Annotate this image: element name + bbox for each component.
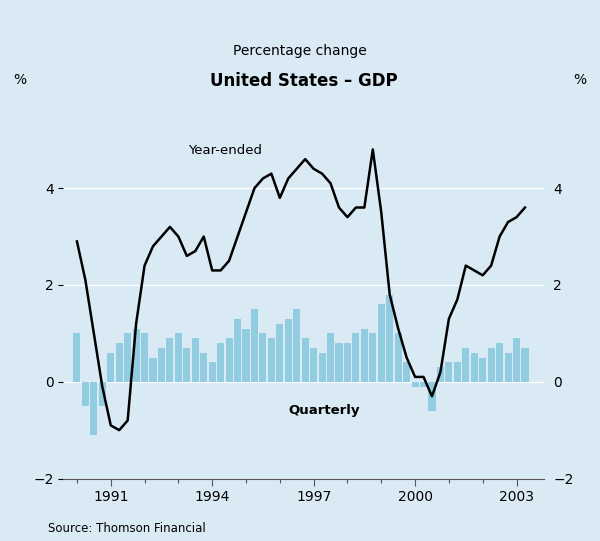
Text: Source: Thomson Financial: Source: Thomson Financial xyxy=(48,522,206,535)
Text: %: % xyxy=(14,74,27,88)
Bar xyxy=(310,348,317,382)
Bar xyxy=(386,295,393,382)
Bar xyxy=(149,358,157,382)
Bar xyxy=(420,382,427,387)
Text: Percentage change: Percentage change xyxy=(233,44,367,58)
Bar xyxy=(428,382,436,411)
Bar xyxy=(513,338,520,382)
Bar xyxy=(259,333,266,382)
Bar xyxy=(183,348,190,382)
Bar xyxy=(521,348,529,382)
Bar xyxy=(133,328,140,382)
Bar xyxy=(361,328,368,382)
Bar xyxy=(124,333,131,382)
Bar xyxy=(251,309,258,382)
Bar xyxy=(344,343,351,382)
Bar xyxy=(293,309,300,382)
Bar xyxy=(99,382,106,406)
Bar xyxy=(276,324,283,382)
Text: Quarterly: Quarterly xyxy=(288,404,359,417)
Bar xyxy=(445,362,452,382)
Bar xyxy=(200,353,207,382)
Bar xyxy=(175,333,182,382)
Bar xyxy=(166,338,173,382)
Bar xyxy=(302,338,309,382)
Bar xyxy=(479,358,486,382)
Bar xyxy=(335,343,343,382)
Bar xyxy=(505,353,512,382)
Bar xyxy=(285,319,292,382)
Bar xyxy=(488,348,495,382)
Bar xyxy=(369,333,376,382)
Bar xyxy=(470,353,478,382)
Bar xyxy=(242,328,250,382)
Bar xyxy=(141,333,148,382)
Bar xyxy=(496,343,503,382)
Bar xyxy=(192,338,199,382)
Bar xyxy=(226,338,233,382)
Bar xyxy=(116,343,123,382)
Bar xyxy=(352,333,359,382)
Bar xyxy=(378,305,385,382)
Bar xyxy=(327,333,334,382)
Bar xyxy=(217,343,224,382)
Title: United States – GDP: United States – GDP xyxy=(209,72,397,90)
Bar xyxy=(209,362,216,382)
Bar xyxy=(158,348,165,382)
Bar xyxy=(268,338,275,382)
Bar xyxy=(82,382,89,406)
Text: Year-ended: Year-ended xyxy=(188,144,263,157)
Bar xyxy=(234,319,241,382)
Bar xyxy=(462,348,469,382)
Text: %: % xyxy=(573,74,586,88)
Bar xyxy=(90,382,97,435)
Bar xyxy=(454,362,461,382)
Bar xyxy=(437,367,444,382)
Bar xyxy=(395,333,402,382)
Bar xyxy=(403,362,410,382)
Bar xyxy=(107,353,115,382)
Bar xyxy=(412,382,419,387)
Bar xyxy=(319,353,326,382)
Bar xyxy=(73,333,80,382)
